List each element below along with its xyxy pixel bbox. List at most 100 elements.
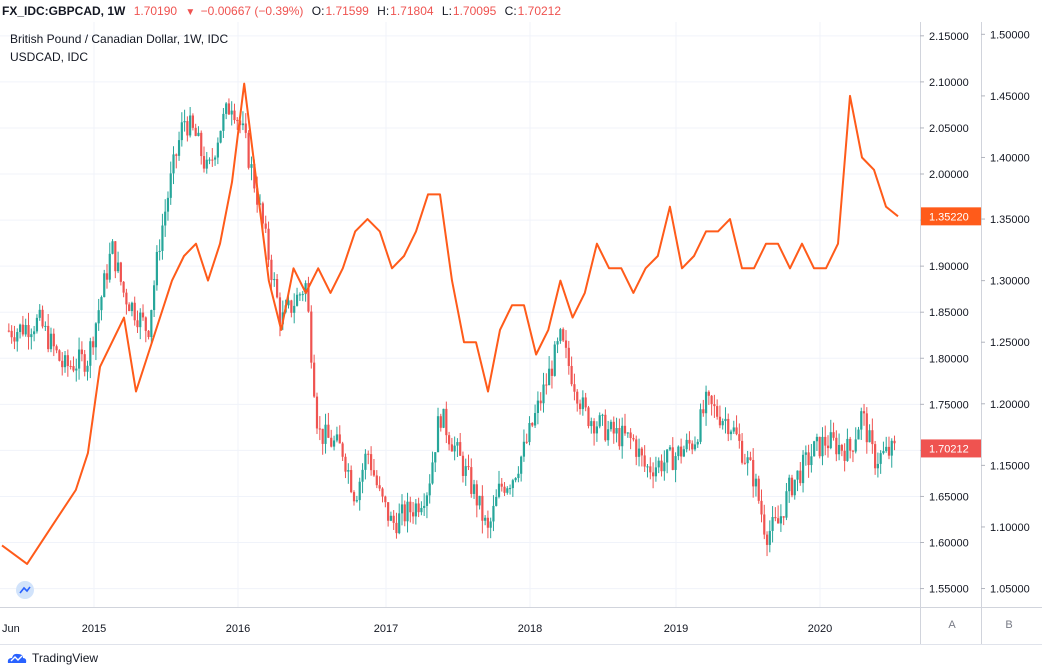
candle-body xyxy=(431,462,434,484)
candle-body xyxy=(702,409,705,414)
candle-body xyxy=(567,347,570,366)
x-tick-label: 2017 xyxy=(374,623,398,635)
candle-body xyxy=(197,132,200,136)
candle-body xyxy=(729,431,733,435)
candle-body xyxy=(879,453,882,464)
candle-body xyxy=(384,496,387,503)
candle-body xyxy=(801,454,805,484)
axis-auto-button-b[interactable]: B xyxy=(1005,619,1013,631)
candle-body xyxy=(749,457,752,460)
candle-body xyxy=(746,457,749,464)
candle-body xyxy=(688,439,691,444)
tradingview-cloud-icon xyxy=(7,653,27,663)
candle-body xyxy=(677,446,680,457)
compare-series-legend[interactable]: USDCAD, IDC xyxy=(10,50,89,64)
candle-body xyxy=(478,495,481,506)
candle-body xyxy=(24,324,27,335)
candle-body xyxy=(244,123,247,133)
candle-body xyxy=(358,481,361,501)
usdcad-last-label xyxy=(921,207,981,226)
chart[interactable]: 2.150002.100002.050002.000001.950001.900… xyxy=(0,0,1042,644)
symbol-title[interactable]: FX_IDC:GBPCAD, 1W xyxy=(2,4,126,18)
candle-body xyxy=(738,434,741,441)
candle-body xyxy=(815,436,819,442)
y-tick-label: 2.05000 xyxy=(929,123,969,135)
candle-body xyxy=(486,517,490,528)
candle-body xyxy=(423,505,426,508)
candle-body xyxy=(885,446,888,452)
candle-body xyxy=(7,330,10,332)
open-label: O: xyxy=(311,4,325,18)
candle-body xyxy=(150,310,153,338)
down-arrow-icon: ▼ xyxy=(185,7,196,18)
candle-body xyxy=(298,294,301,296)
candle-body xyxy=(821,436,824,457)
candle-body xyxy=(219,130,222,143)
candle-body xyxy=(590,421,593,427)
x-tick-label: 2019 xyxy=(664,623,688,635)
candle-body xyxy=(94,323,98,348)
y2-tick-label: 1.05000 xyxy=(990,584,1030,596)
candle-body xyxy=(576,391,579,404)
low-value: 1.70095 xyxy=(452,4,497,18)
candle-body xyxy=(417,503,420,513)
low-label: L: xyxy=(441,4,452,18)
axis-auto-button-a[interactable]: A xyxy=(948,619,956,631)
candle-body xyxy=(86,365,89,372)
candle-body xyxy=(47,325,50,350)
candle-body xyxy=(103,273,106,298)
candle-body xyxy=(158,250,161,252)
candle-body xyxy=(122,281,125,293)
candle-body xyxy=(330,437,333,447)
candle-body xyxy=(657,460,660,468)
candle-body xyxy=(341,443,344,457)
candle-body xyxy=(261,203,264,224)
candle-body xyxy=(80,349,83,355)
candle-body xyxy=(514,478,517,481)
main-series-legend[interactable]: British Pound / Canadian Dollar, 1W, IDC xyxy=(10,32,229,46)
usdcad-line[interactable] xyxy=(1,82,899,565)
candle-body xyxy=(139,312,142,328)
candle-body xyxy=(372,470,376,476)
candle-body xyxy=(862,411,866,414)
candle-body xyxy=(400,504,404,514)
high-label: H: xyxy=(377,4,390,18)
candle-body xyxy=(481,495,484,521)
last-price-text: 1.70212 xyxy=(929,443,969,455)
candle-body xyxy=(854,439,857,452)
candle-body xyxy=(550,368,554,376)
candle-body xyxy=(194,127,197,136)
candle-body xyxy=(635,439,638,457)
candle-body xyxy=(768,530,771,545)
y2-tick-label: 1.20000 xyxy=(990,399,1030,411)
candle-body xyxy=(696,441,699,445)
candle-body xyxy=(882,451,885,454)
candle-body xyxy=(69,365,72,367)
candle-body xyxy=(225,103,228,114)
candle-body xyxy=(813,441,816,457)
tradingview-logo[interactable]: TradingView xyxy=(6,651,98,665)
candle-body xyxy=(130,302,134,312)
candle-body xyxy=(632,438,635,440)
candle-body xyxy=(668,447,672,450)
candle-body xyxy=(562,329,565,341)
candle-body xyxy=(111,241,114,254)
candle-body xyxy=(211,159,214,161)
x-tick-label: 2020 xyxy=(808,623,832,635)
candle-body xyxy=(406,501,409,522)
cloud-icon[interactable] xyxy=(16,581,34,599)
y2-tick-label: 1.50000 xyxy=(990,29,1030,41)
candle-body xyxy=(13,337,16,342)
candle-body xyxy=(367,453,370,455)
candle-body xyxy=(542,384,545,404)
candle-body xyxy=(30,334,33,338)
candle-body xyxy=(414,503,417,517)
candle-body xyxy=(621,425,624,447)
candle-body xyxy=(169,173,172,198)
candle-body xyxy=(49,333,53,350)
candle-body xyxy=(177,140,181,156)
candle-body xyxy=(840,444,843,451)
candle-body xyxy=(273,279,276,281)
candle-body xyxy=(270,259,273,281)
y-tick-label: 1.55000 xyxy=(929,584,969,596)
